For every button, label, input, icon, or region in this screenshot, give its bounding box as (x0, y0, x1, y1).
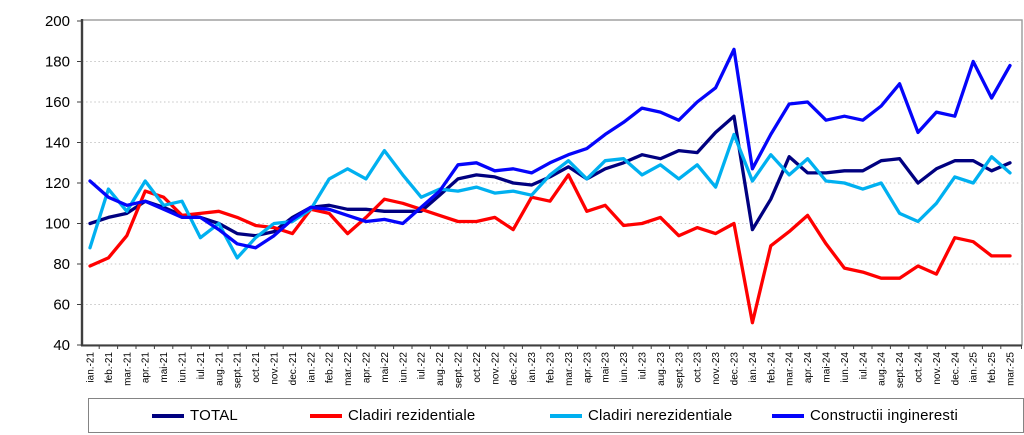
legend-line-swatch-constructii-ingineresti (772, 413, 804, 418)
legend-item-cladiri-rezidentiale: Cladiri rezidentiale (309, 399, 475, 432)
y-tick-label: 120 (45, 175, 70, 192)
x-tick-label: apr.-23 (582, 352, 593, 384)
x-tick-label: ian.-25 (969, 352, 980, 383)
x-tick-label: nov.-24 (932, 352, 943, 385)
x-tick-label: oct.-21 (251, 352, 262, 383)
x-tick-label: feb.-23 (546, 352, 557, 384)
legend-item-cladiri-nerezidentiale: Cladiri nerezidentiale (549, 399, 732, 432)
x-tick-label: feb.-21 (104, 352, 115, 384)
x-tick-label: nov.-21 (270, 352, 281, 385)
x-tick-label: feb.-24 (766, 352, 777, 384)
x-tick-label: iun.-23 (619, 352, 630, 383)
x-tick-label: ian.-23 (527, 352, 538, 383)
x-tick-label: apr.-21 (141, 352, 152, 384)
legend-line-swatch-total (152, 413, 184, 418)
legend-label-constructii-ingineresti: Constructii ingineresti (810, 407, 958, 424)
y-tick-label: 140 (45, 135, 70, 152)
x-tick-label: nov.-22 (490, 352, 501, 385)
legend-label-cladiri-nerezidentiale: Cladiri nerezidentiale (588, 407, 733, 424)
x-tick-label: mar.-25 (1006, 352, 1017, 386)
x-tick-label: iun.-21 (178, 352, 189, 383)
x-tick-label: apr.-22 (362, 352, 373, 384)
y-tick-label: 100 (45, 216, 70, 233)
x-tick-label: iul.-23 (638, 352, 649, 380)
x-tick-label: aug.-24 (877, 352, 888, 386)
x-tick-label: sept.-23 (674, 352, 685, 389)
y-tick-label: 60 (53, 297, 70, 314)
x-tick-label: aug.-21 (214, 352, 225, 386)
legend-label-total: TOTAL (190, 407, 238, 424)
x-tick-label: ian.-22 (306, 352, 317, 383)
x-tick-label: mar.-23 (564, 352, 575, 386)
x-tick-label: nov.-23 (711, 352, 722, 385)
x-tick-label: mai-21 (159, 352, 170, 383)
x-tick-label: feb.-22 (325, 352, 336, 384)
x-tick-label: ian.-24 (748, 352, 759, 383)
x-tick-label: iul.-22 (417, 352, 428, 380)
y-tick-label: 80 (53, 256, 70, 273)
x-tick-label: mar.-22 (343, 352, 354, 386)
legend-label-cladiri-rezidentiale: Cladiri rezidentiale (348, 407, 476, 424)
x-tick-label: sept.-22 (454, 352, 465, 389)
x-tick-label: mar.-21 (122, 352, 133, 386)
x-tick-label: dec.-24 (950, 352, 961, 386)
x-tick-label: feb.-25 (987, 352, 998, 384)
x-tick-label: aug.-23 (656, 352, 667, 386)
y-tick-label: 160 (45, 94, 70, 111)
x-tick-label: ian.-21 (86, 352, 97, 383)
legend-item-constructii-ingineresti: Constructii ingineresti (771, 399, 958, 432)
x-tick-label: dec.-23 (730, 352, 741, 386)
x-tick-label: dec.-22 (509, 352, 520, 386)
legend-line-swatch-cladiri-nerezidentiale (550, 413, 582, 418)
x-tick-label: sept.-21 (233, 352, 244, 389)
series-line-cladiri-nerezidentiale (88, 132, 1012, 260)
y-tick-label: 40 (53, 337, 70, 354)
x-tick-label: oct.-23 (693, 352, 704, 383)
series-line-constructii-ingineresti (88, 47, 1012, 250)
x-tick-label: mai-23 (601, 352, 612, 383)
x-tick-label: mai-24 (822, 352, 833, 383)
x-tick-label: iul.-21 (196, 352, 207, 380)
y-tick-label: 200 (45, 13, 70, 30)
x-tick-label: sept.-24 (895, 352, 906, 389)
x-tick-label: oct.-22 (472, 352, 483, 383)
x-tick-label: iul.-24 (858, 352, 869, 380)
x-tick-label: iun.-24 (840, 352, 851, 383)
chart-legend: TOTAL Cladiri rezidentiale Cladiri nerez… (88, 398, 1024, 433)
x-tick-label: iun.-22 (398, 352, 409, 383)
y-tick-label: 180 (45, 54, 70, 71)
x-tick-label: apr.-24 (803, 352, 814, 384)
x-tick-label: oct.-24 (914, 352, 925, 383)
legend-item-total: TOTAL (151, 399, 238, 432)
legend-line-swatch-cladiri-rezidentiale (310, 413, 342, 418)
series-line-cladiri-rezidentiale (88, 173, 1012, 325)
x-tick-label: dec.-21 (288, 352, 299, 386)
x-tick-label: mar.-24 (785, 352, 796, 386)
x-tick-label: aug.-22 (435, 352, 446, 386)
x-tick-label: mai-22 (380, 352, 391, 383)
